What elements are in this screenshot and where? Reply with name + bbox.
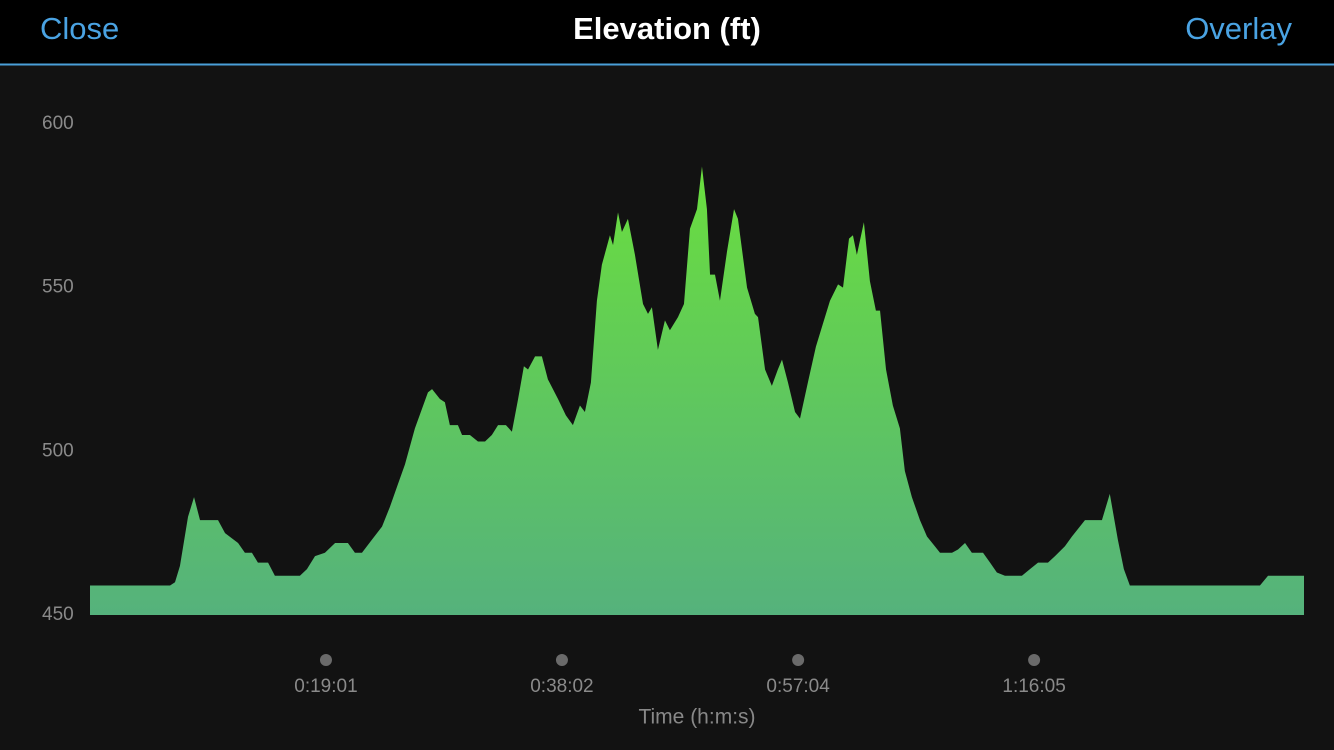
title: Elevation (ft) [573,11,761,46]
y-tick-label: 550 [42,277,74,298]
x-tick-label: 0:57:04 [766,676,830,697]
overlay-button[interactable]: Overlay [1185,11,1292,46]
close-button[interactable]: Close [40,11,119,46]
x-tick-dot [1028,654,1041,666]
y-tick-label: 450 [42,604,74,625]
header-bar [0,0,1334,64]
y-tick-label: 600 [42,113,74,134]
x-tick-label: 0:19:01 [294,676,357,697]
x-tick-dot [319,654,332,666]
x-axis-label: Time (h:m:s) [638,706,755,729]
x-tick-dot [792,654,805,666]
y-tick-label: 500 [42,440,74,461]
x-tick-label: 1:16:05 [1002,676,1065,697]
x-tick-dot [555,654,568,666]
elevation-area [90,166,1304,615]
x-tick-label: 0:38:02 [530,676,593,697]
